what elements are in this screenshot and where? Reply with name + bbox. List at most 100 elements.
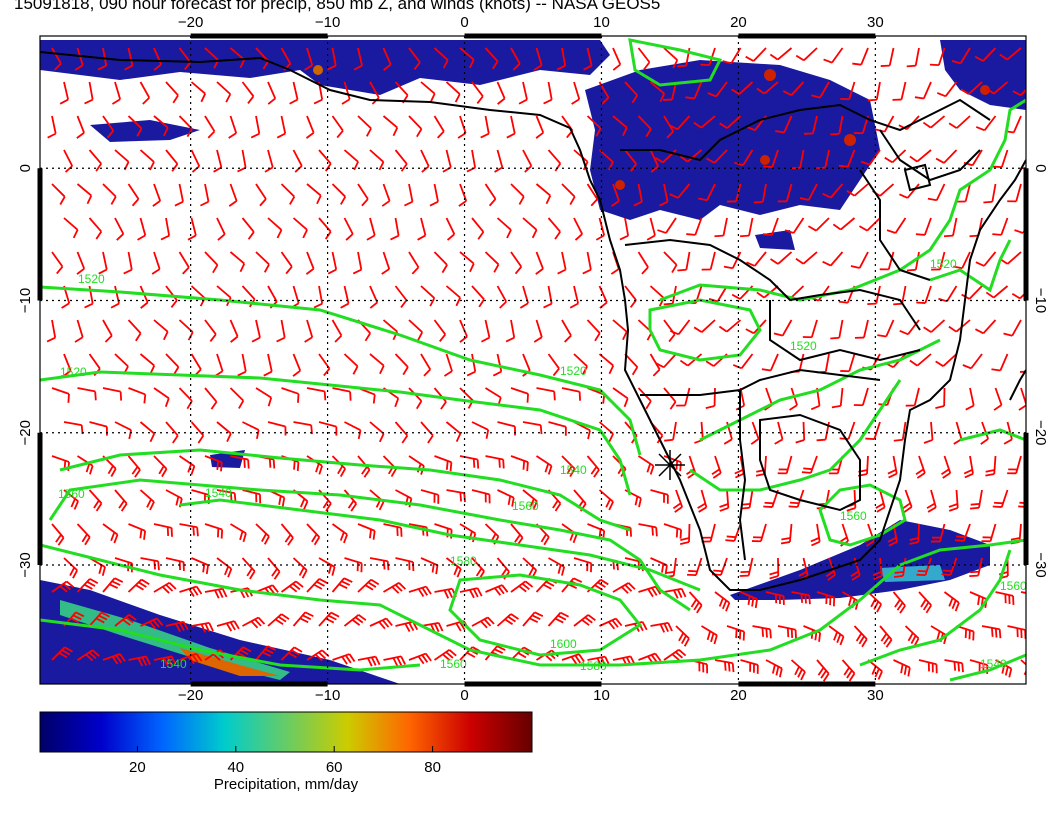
wind-barb — [51, 580, 75, 593]
wind-barb — [242, 616, 266, 629]
wind-barb — [655, 353, 677, 369]
wind-barb — [139, 353, 156, 375]
wind-barb — [178, 47, 192, 71]
wind-barb — [306, 183, 322, 205]
contour-label: 1540 — [205, 486, 232, 500]
wind-barb — [918, 591, 932, 614]
wind-barb — [669, 319, 691, 336]
wind-barb — [140, 617, 164, 630]
wind-barb — [543, 285, 553, 309]
wind-barb — [922, 115, 946, 129]
wind-barb — [519, 285, 529, 309]
wind-barb — [267, 613, 290, 627]
wind-barb — [204, 455, 223, 472]
wind-barb — [139, 81, 151, 105]
wind-barb — [751, 523, 767, 543]
wind-barb — [941, 557, 958, 576]
wind-barb — [561, 653, 585, 665]
wind-barb — [255, 523, 270, 545]
wind-barbs-layer — [46, 47, 1026, 682]
wind-barb — [1003, 421, 1013, 445]
wind-barb — [484, 183, 497, 207]
wind-barb — [280, 580, 304, 593]
wind-barb — [165, 421, 179, 444]
wind-barb — [739, 217, 754, 238]
wind-barb — [318, 421, 338, 436]
wind-barb — [140, 557, 160, 571]
wind-barb — [679, 149, 703, 163]
wind-barb — [948, 115, 971, 129]
wind-barb — [318, 149, 332, 172]
colorbar: 20 40 60 80 Precipitation, mm/day — [39, 711, 533, 793]
wind-barb — [828, 625, 845, 646]
wind-barb — [697, 489, 708, 513]
wind-barb — [975, 115, 997, 132]
wind-barb — [974, 319, 997, 335]
wind-barb — [471, 81, 484, 105]
wind-barb — [547, 217, 561, 240]
border — [879, 129, 981, 182]
wind-barb — [586, 455, 600, 478]
wind-barb — [241, 557, 256, 580]
wind-barb — [382, 47, 392, 71]
wind-barb — [471, 217, 485, 240]
wind-barb — [471, 421, 490, 439]
lat-tick-label-right: 0 — [1032, 164, 1049, 172]
wind-barb — [280, 183, 296, 205]
wind-barb — [686, 455, 697, 479]
wind-barb — [799, 183, 818, 201]
contour-label: 1540 — [560, 463, 587, 477]
wind-barb — [714, 591, 731, 612]
wind-barb — [332, 387, 352, 401]
wind-barb — [830, 115, 844, 136]
wind-barb — [408, 115, 423, 138]
wind-barb — [892, 591, 906, 614]
map-title: 15091818, 090 hour forecast for precip, … — [14, 0, 661, 13]
wind-barb — [306, 387, 327, 401]
wind-barb — [394, 149, 408, 172]
wind-barb — [114, 489, 128, 512]
wind-barb — [714, 659, 735, 673]
wind-barb — [1011, 291, 1026, 300]
wind-barb — [408, 387, 423, 410]
wind-barb — [943, 217, 958, 238]
wind-barb — [165, 557, 185, 571]
wind-barb — [292, 611, 314, 627]
wind-barb — [536, 455, 553, 475]
wind-barb — [357, 655, 381, 667]
wind-barb — [366, 217, 376, 241]
wind-barb — [583, 47, 593, 71]
wind-barb — [561, 455, 576, 478]
wind-barb — [719, 115, 742, 129]
wind-barb — [343, 217, 354, 241]
height-contour — [59, 448, 631, 532]
wind-barb — [954, 523, 971, 542]
wind-barb — [789, 387, 798, 411]
wind-barb — [123, 251, 133, 275]
wind-barb — [698, 183, 716, 202]
wind-barb — [547, 353, 560, 377]
wind-barb — [893, 659, 911, 677]
wind-barb — [139, 489, 155, 511]
lon-tick-label-top: 10 — [593, 14, 610, 31]
wind-barb — [496, 285, 508, 309]
wind-barb — [481, 319, 491, 343]
wind-barb — [686, 217, 703, 236]
wind-barb — [879, 251, 895, 271]
wind-barb — [663, 47, 679, 69]
wind-barb — [332, 653, 356, 665]
wind-barb — [445, 217, 456, 241]
wind-barb — [191, 557, 209, 575]
wind-barb — [417, 217, 427, 241]
wind-barb — [179, 585, 203, 597]
wind-barb — [880, 47, 895, 67]
wind-barb — [714, 217, 728, 238]
wind-barb — [985, 455, 997, 477]
wind-barb — [76, 523, 91, 546]
wind-barb — [263, 353, 273, 377]
wind-barb — [114, 149, 130, 171]
wind-barb — [522, 421, 543, 435]
wind-barb — [255, 645, 277, 661]
wind-barb — [923, 319, 946, 333]
